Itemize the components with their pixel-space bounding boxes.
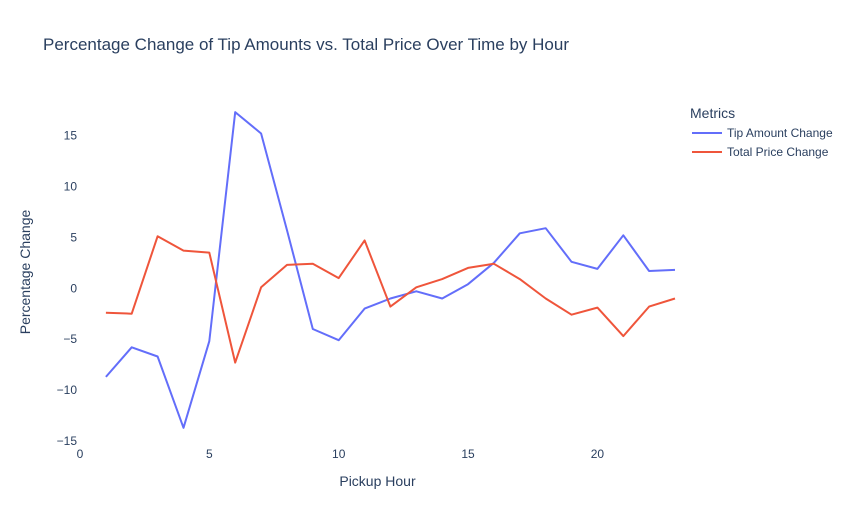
chart-title: Percentage Change of Tip Amounts vs. Tot… (43, 35, 569, 54)
legend-item[interactable]: Total Price Change (692, 145, 829, 159)
x-tick-label: 0 (77, 447, 84, 461)
x-axis-title: Pickup Hour (339, 473, 416, 489)
x-tick-label: 5 (206, 447, 213, 461)
legend-title: Metrics (690, 105, 735, 121)
y-tick-label: 0 (70, 281, 77, 295)
x-tick-label: 15 (461, 447, 475, 461)
plot-area (105, 111, 676, 429)
y-tick-label: 10 (64, 179, 78, 193)
y-axis-ticks: −15 −10 −5 0 5 10 15 (57, 129, 78, 448)
y-tick-label: −15 (57, 434, 78, 448)
legend-label: Tip Amount Change (727, 126, 833, 140)
y-tick-label: 5 (70, 230, 77, 244)
legend-item[interactable]: Tip Amount Change (692, 126, 833, 140)
series-line-total-price-change[interactable] (105, 235, 676, 364)
y-tick-label: −10 (57, 383, 78, 397)
x-axis-ticks: 0 5 10 15 20 (77, 447, 605, 461)
y-axis-title: Percentage Change (17, 210, 33, 335)
x-tick-label: 20 (591, 447, 605, 461)
y-tick-label: 15 (64, 129, 78, 143)
legend-label: Total Price Change (727, 145, 829, 159)
legend[interactable]: Metrics Tip Amount Change Total Price Cha… (690, 105, 833, 159)
series-line-tip-amount-change[interactable] (105, 111, 676, 429)
x-tick-label: 10 (332, 447, 346, 461)
y-tick-label: −5 (63, 332, 77, 346)
